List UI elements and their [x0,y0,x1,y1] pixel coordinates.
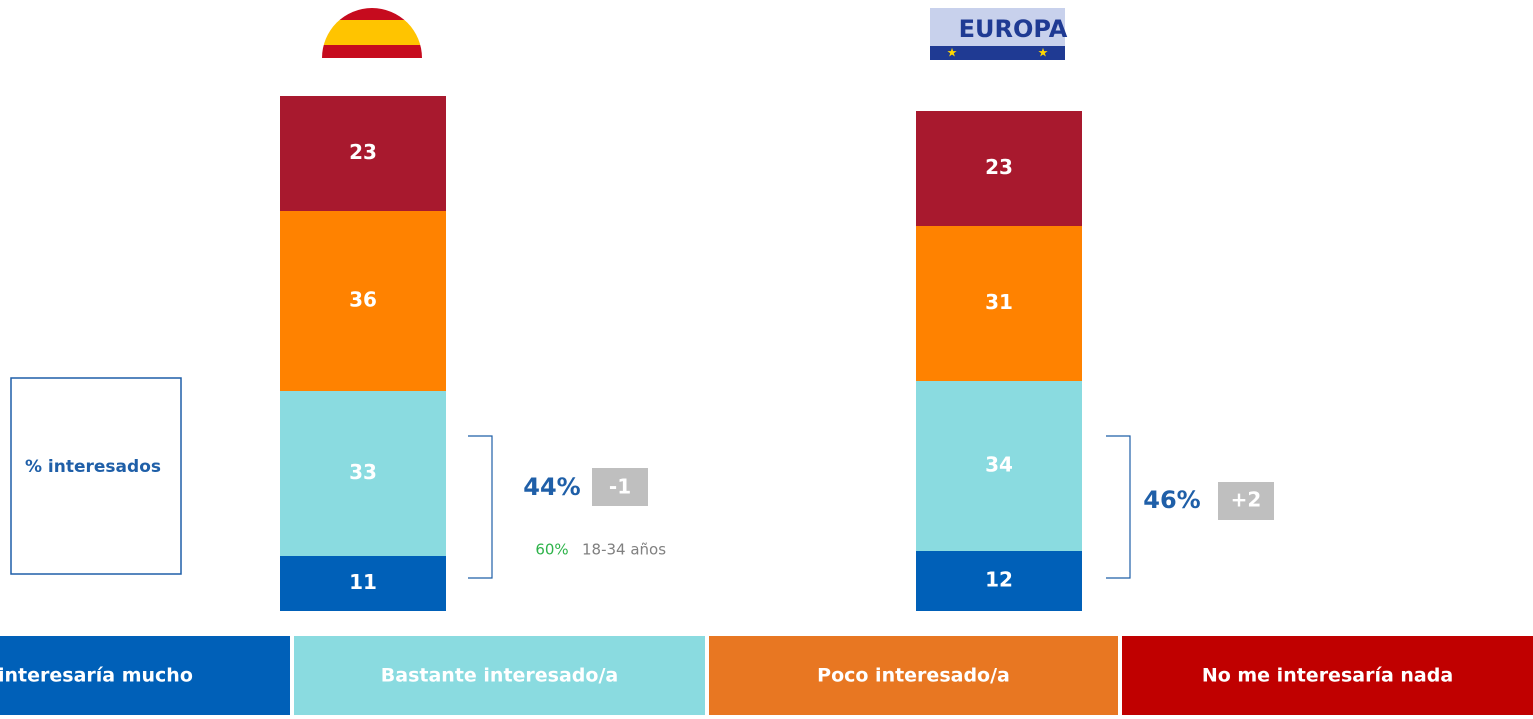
bar-segment [916,226,1082,381]
bar-segment [916,381,1082,551]
bracket [1106,435,1131,579]
legend-swatch [1122,636,1533,715]
bar-segment [916,111,1082,226]
europe-flag: ★ ★ [930,8,1065,60]
legend-swatch [709,636,1118,715]
data-label: 31 [985,290,1013,314]
legend-swatch [294,636,705,715]
bar-segment [280,556,446,611]
bar-segment [916,551,1082,611]
interest-box [10,377,182,575]
svg-text:★: ★ [947,46,958,60]
age-value: 60% [535,541,568,559]
data-label: 23 [349,140,377,164]
group-change: +2 [1231,488,1262,512]
svg-text:★: ★ [1038,46,1049,60]
bar-segment [280,211,446,391]
group-total: 44% [523,473,580,501]
data-label: 11 [349,570,377,594]
change-box [592,468,648,506]
data-label: 12 [985,568,1013,592]
change-box [1218,482,1274,520]
age-label: 18-34 años [582,541,666,559]
data-label: 36 [349,288,377,312]
legend-label: interesaría mucho [0,665,193,687]
category-label: EUROPA [959,15,1068,43]
legend-label: No me interesaría nada [1202,665,1453,687]
group-total: 46% [1143,486,1200,514]
legend-label: Poco interesado/a [817,665,1010,687]
bar-segment [280,391,446,556]
data-label: 33 [349,460,377,484]
box-label: % interesados [25,457,161,477]
bar-segment [280,96,446,211]
data-label: 23 [985,155,1013,179]
bracket [468,435,493,579]
data-label: 34 [985,453,1013,477]
spain-flag [322,8,422,58]
group-change: -1 [609,475,631,499]
legend-label: Bastante interesado/a [381,665,618,687]
legend-swatch [0,636,290,715]
